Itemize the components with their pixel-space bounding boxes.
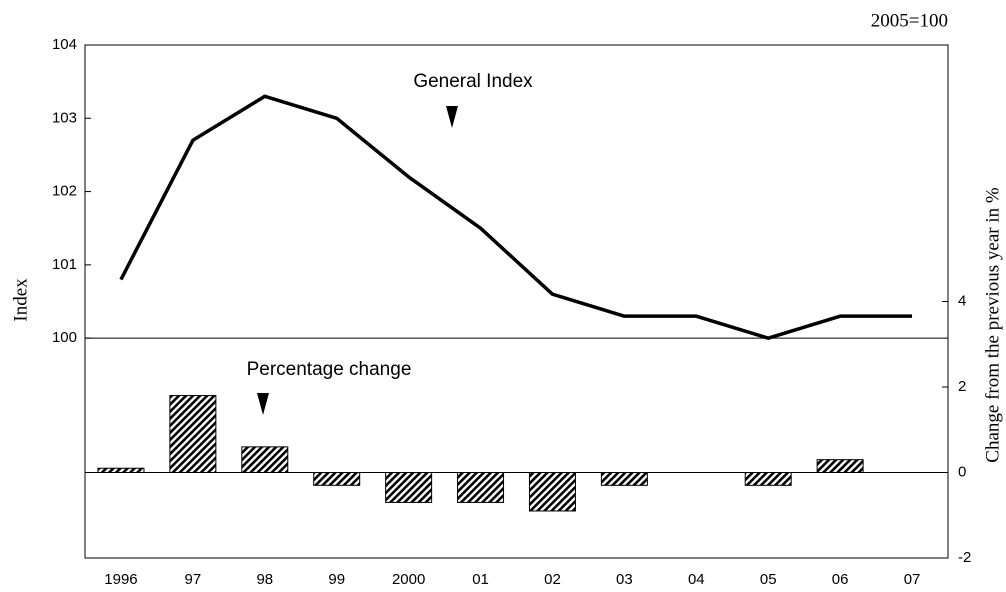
x-tick-label: 05 (760, 571, 777, 588)
bar-annotation: Percentage change (247, 359, 412, 380)
line (119, 94, 913, 340)
y2-tick-label: 0 (958, 463, 966, 480)
y-axis-label: Index (10, 278, 31, 322)
bar (600, 472, 648, 486)
y2-axis-label: Change from the previous year in % (982, 187, 1003, 463)
annotation-arrow (446, 106, 458, 128)
y-tick-label: 101 (52, 256, 77, 273)
y2-tick-label: 4 (958, 292, 966, 309)
x-tick-label: 1996 (104, 571, 137, 588)
bar (528, 472, 576, 512)
x-tick-label: 02 (544, 571, 561, 588)
annotation-arrow (257, 393, 269, 415)
plot-frame (84, 44, 949, 559)
y2-tick-label: 2 (958, 378, 966, 395)
y-tick-label: 103 (52, 109, 77, 126)
bar (385, 472, 433, 503)
y-tick-label: 104 (52, 36, 77, 53)
bar (169, 395, 217, 473)
x-tick-label: 04 (688, 571, 705, 588)
y-tick-label: 100 (52, 329, 77, 346)
bar (457, 472, 505, 503)
y2-tick-label: -2 (958, 549, 971, 566)
line-annotation: General Index (413, 71, 533, 92)
x-tick-label: 2000 (392, 571, 425, 588)
bar (97, 467, 145, 474)
x-tick-label: 06 (832, 571, 849, 588)
x-tick-label: 03 (616, 571, 633, 588)
unit-note: 2005=100 (871, 10, 948, 31)
bar (241, 446, 289, 474)
bar (313, 472, 361, 486)
x-tick-label: 01 (472, 571, 489, 588)
y-tick-label: 102 (52, 183, 77, 200)
bar (816, 459, 864, 473)
bar (744, 472, 792, 486)
x-tick-label: 98 (256, 571, 273, 588)
x-tick-label: 97 (185, 571, 202, 588)
x-tick-label: 99 (328, 571, 345, 588)
x-tick-label: 07 (904, 571, 921, 588)
